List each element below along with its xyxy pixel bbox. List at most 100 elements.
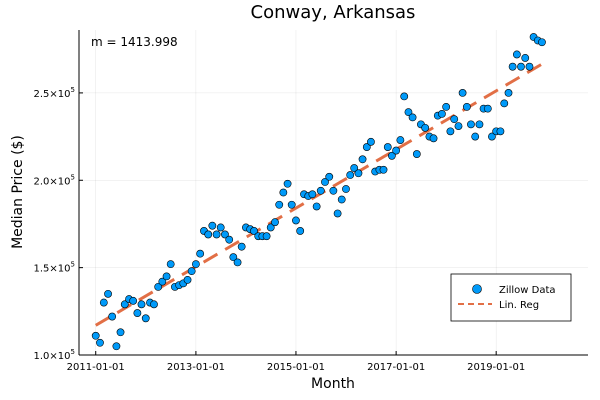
scatter-point (358, 155, 367, 164)
scatter-point (262, 232, 271, 241)
scatter-point (233, 258, 242, 267)
scatter-point (438, 109, 446, 118)
x-axis-title: Month (311, 376, 355, 392)
scatter-point (120, 300, 129, 309)
scatter-point (383, 143, 392, 151)
scatter-point (91, 331, 100, 340)
legend-box (450, 273, 572, 322)
scatter-point (354, 169, 363, 178)
scatter-point (538, 38, 546, 47)
scatter-point (387, 151, 396, 160)
scatter-point (216, 223, 225, 232)
scatter-layer (91, 33, 546, 351)
x-tick-label: 2015-01-01 (267, 362, 325, 373)
scatter-point (275, 200, 284, 209)
scatter-point (525, 62, 534, 71)
scatter-point (141, 314, 150, 323)
y-tick-label: 2.5×105 (34, 86, 75, 100)
scatter-point (342, 185, 350, 193)
scatter-point (129, 296, 138, 305)
scatter-point (308, 190, 317, 199)
scatter-point (208, 221, 217, 230)
y-ticks: 1.0×105 1.5×105 2.0×105 2.5×105 (34, 86, 83, 362)
scatter-point (450, 115, 459, 124)
scatter-point (504, 89, 513, 97)
scatter-point (458, 89, 467, 97)
scatter-point (112, 342, 121, 351)
scatter-point (421, 123, 430, 132)
scatter-point (512, 50, 521, 59)
scatter-point (467, 120, 475, 129)
scatter-point (454, 122, 463, 131)
scatter-point (162, 272, 171, 281)
scatter-point (166, 260, 175, 269)
scatter-point (271, 218, 279, 227)
scatter-point (429, 134, 438, 143)
scatter-point (266, 223, 275, 232)
scatter-point (483, 104, 492, 113)
y-tick-label: 1.0×105 (34, 348, 75, 362)
scatter-point (408, 113, 417, 122)
scatter-point (104, 289, 112, 298)
legend-scatter-marker (472, 284, 482, 294)
scatter-point (250, 227, 258, 235)
scatter-point (521, 54, 530, 62)
x-tick-label: 2019-01-01 (467, 362, 525, 373)
scatter-point (137, 300, 146, 309)
scatter-point (500, 99, 509, 108)
scatter-point (158, 277, 167, 286)
scatter-point (446, 127, 455, 136)
scatter-point (237, 242, 246, 251)
y-tick-label: 2.0×105 (34, 173, 75, 187)
legend-label-lin-reg: Lin. Reg (499, 300, 539, 311)
scatter-point (133, 309, 142, 317)
scatter-point (400, 92, 409, 101)
y-tick-label: 1.5×105 (34, 261, 75, 275)
scatter-point (292, 216, 300, 225)
x-tick-label: 2013-01-01 (167, 362, 225, 373)
y-axis-title: Median Price ($) (10, 135, 26, 249)
scatter-point (367, 137, 375, 146)
legend-label-zillow-data: Zillow Data (499, 285, 556, 296)
scatter-point (325, 172, 334, 181)
scatter-point (496, 127, 505, 136)
scatter-point (412, 150, 421, 158)
scatter-point (404, 108, 413, 117)
scatter-point (116, 328, 125, 337)
scatter-point (150, 300, 158, 309)
x-tick-label: 2017-01-01 (367, 362, 425, 373)
scatter-point (392, 146, 401, 155)
scatter-point (96, 338, 104, 347)
scatter-point (517, 62, 525, 71)
scatter-point (462, 102, 471, 111)
scatter-point (471, 132, 480, 141)
scatter-point (212, 230, 221, 239)
scatter-point (312, 202, 321, 211)
scatter-point (204, 230, 213, 239)
scatter-point (196, 249, 205, 258)
scatter-point (283, 179, 292, 188)
slope-annotation: m = 1413.998 (91, 35, 178, 49)
scatter-point (337, 195, 346, 204)
scatter-point (508, 62, 517, 71)
scatter-point (488, 132, 496, 141)
x-ticks: 2011-01-01 2013-01-01 2015-01-01 2017-01-01… (67, 351, 525, 373)
scatter-point (279, 188, 288, 197)
scatter-point (442, 102, 451, 111)
scatter-point (225, 235, 234, 244)
scatter-point (333, 209, 342, 218)
scatter-point (350, 164, 359, 172)
axes (78, 30, 588, 356)
scatter-point (475, 120, 484, 129)
scatter-point (321, 178, 329, 186)
scatter-point (221, 230, 229, 239)
chart-title: Conway, Arkansas (251, 2, 416, 23)
x-tick-label: 2011-01-01 (67, 362, 125, 373)
scatter-point (229, 253, 238, 262)
scatter-point (154, 282, 163, 291)
scatter-point (287, 200, 296, 209)
scatter-point (396, 136, 405, 144)
scatter-point (187, 267, 196, 276)
scatter-point (379, 165, 388, 174)
